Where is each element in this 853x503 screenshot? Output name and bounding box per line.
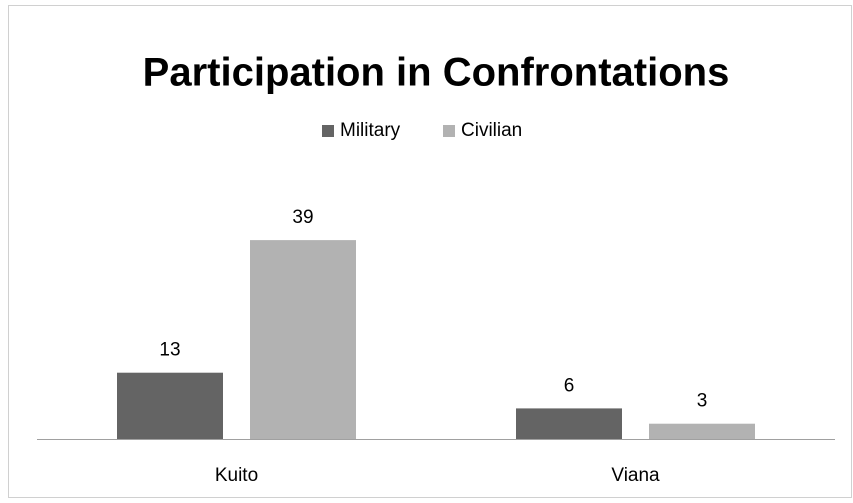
x-tick-label: Kuito — [215, 465, 258, 486]
data-label: 13 — [159, 340, 180, 361]
legend-swatch — [443, 125, 455, 137]
bar — [516, 408, 622, 439]
legend-swatch — [322, 125, 334, 137]
bar — [117, 372, 223, 439]
bar — [250, 240, 356, 439]
data-label: 39 — [292, 207, 313, 228]
data-label: 3 — [697, 391, 708, 412]
x-tick-label: Viana — [611, 465, 660, 486]
legend-label: Civilian — [461, 120, 522, 141]
legend-label: Military — [340, 120, 401, 141]
bar — [649, 423, 755, 439]
chart-title: Participation in Confrontations — [143, 51, 730, 95]
data-label: 6 — [564, 375, 575, 396]
